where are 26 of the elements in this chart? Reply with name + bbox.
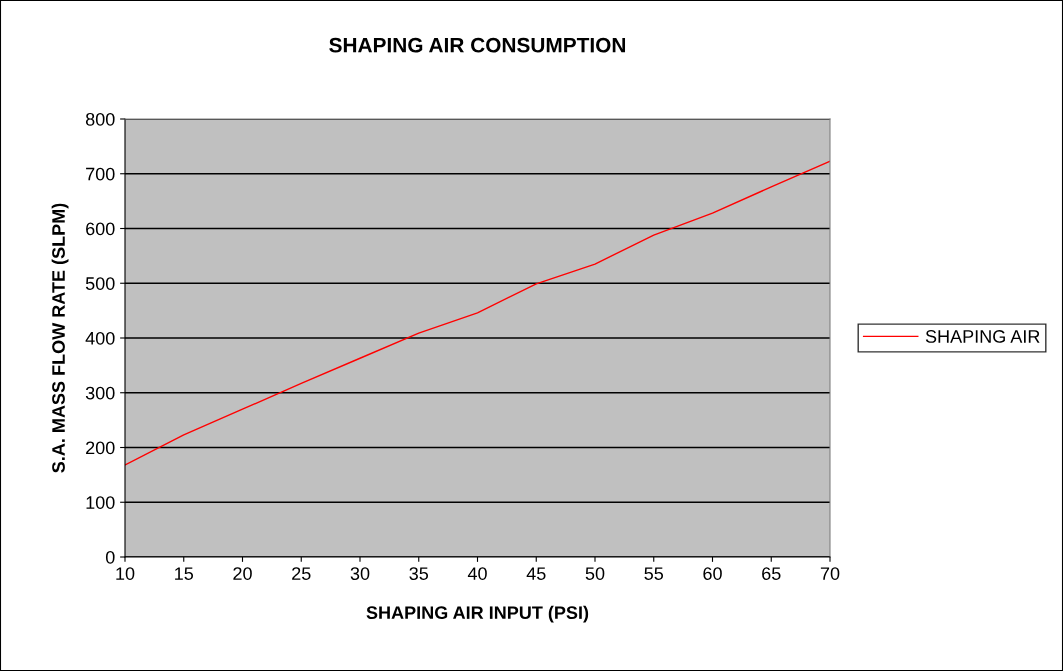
x-tick-label: 30 xyxy=(350,567,370,580)
x-axis-title: SHAPING AIR INPUT (PSI) xyxy=(366,605,589,623)
x-tick-label: 25 xyxy=(292,567,311,580)
y-tick-label: 600 xyxy=(86,222,115,236)
y-tick-label: 100 xyxy=(86,496,115,509)
chart-title: SHAPING AIR CONSUMPTION xyxy=(329,37,626,53)
y-tick-label: 200 xyxy=(86,441,115,455)
y-tick-label: 400 xyxy=(85,331,115,345)
y-axis-title: S.A. MASS FLOW RATE (SLPM) xyxy=(51,203,69,473)
y-tick-label: 800 xyxy=(85,112,115,126)
y-tick-label: 500 xyxy=(85,277,115,290)
y-tick-label: 0 xyxy=(105,550,115,564)
x-tick-label: 70 xyxy=(820,567,840,580)
x-tick-label: 40 xyxy=(467,567,487,580)
y-tick-label: 700 xyxy=(86,167,115,181)
x-tick-label: 50 xyxy=(585,567,605,580)
legend-label: SHAPING AIR xyxy=(925,330,1040,343)
x-tick-label: 60 xyxy=(703,567,722,580)
y-tick-label: 300 xyxy=(85,386,115,400)
x-tick-label: 20 xyxy=(233,567,252,580)
x-tick-label: 55 xyxy=(644,567,664,580)
x-tick-label: 10 xyxy=(116,567,135,580)
x-tick-label: 65 xyxy=(762,567,781,580)
x-tick-label: 15 xyxy=(175,567,194,580)
x-tick-label: 45 xyxy=(526,567,546,580)
x-tick-label: 35 xyxy=(409,567,429,580)
